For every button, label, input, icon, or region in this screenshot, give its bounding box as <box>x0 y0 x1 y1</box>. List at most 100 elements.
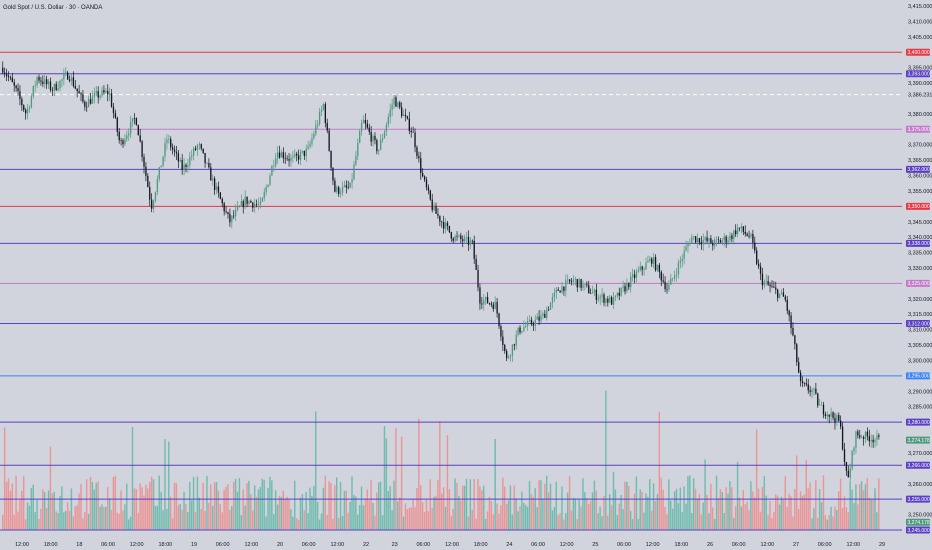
candle-body <box>481 303 483 305</box>
candle-body <box>120 140 122 141</box>
volume-bar <box>267 487 269 530</box>
volume-bar <box>765 495 767 530</box>
volume-bar <box>683 486 685 530</box>
candle-body <box>170 139 172 148</box>
level-price-tag-box <box>906 461 930 469</box>
level-price-label: 3,386.231 <box>908 93 932 99</box>
candle-body <box>462 239 464 242</box>
volume-bar <box>452 508 454 530</box>
volume-bar <box>234 478 237 530</box>
candle-body <box>194 148 197 150</box>
candle-body <box>782 292 785 297</box>
candle-body <box>826 414 828 417</box>
volume-bar <box>492 514 494 530</box>
volume-bar <box>542 499 544 530</box>
volume-bar <box>402 516 405 530</box>
volume-bar <box>313 486 315 530</box>
candle-body <box>693 236 695 238</box>
volume-bar <box>559 513 561 530</box>
candle-body <box>681 258 683 261</box>
candle-body <box>7 75 10 78</box>
candle-body <box>242 201 244 208</box>
candle-body <box>872 439 874 443</box>
candle-body <box>584 284 586 285</box>
volume-bar <box>649 479 651 530</box>
candle-body <box>267 184 269 188</box>
level-price-tag: 3,295.000 <box>908 374 930 380</box>
volume-bar <box>189 481 191 530</box>
volume-bar <box>576 519 578 530</box>
candle-body <box>303 150 306 156</box>
volume-bar <box>364 499 367 530</box>
candle-body <box>192 148 195 156</box>
candle-body <box>57 88 59 91</box>
volume-bar <box>839 478 842 530</box>
candle-body <box>843 449 846 462</box>
candle-body <box>423 176 426 180</box>
candle-body <box>299 152 302 160</box>
candle-body <box>809 390 811 393</box>
level-price-tag: 3,350.000 <box>908 204 930 210</box>
volume-bar <box>748 510 750 530</box>
candle-body <box>21 98 23 106</box>
volume-bar <box>280 497 283 530</box>
candle-body <box>668 284 670 290</box>
volume-bar <box>746 501 748 530</box>
volume-bar <box>599 506 601 530</box>
candle-body <box>853 447 855 451</box>
candle-body <box>733 230 735 239</box>
x-tick-label: 19 <box>191 542 197 548</box>
candle-body <box>721 240 724 243</box>
volume-bar <box>242 489 244 530</box>
candle-body <box>147 175 149 188</box>
level-price-tag-box <box>906 319 930 327</box>
y-tick-label: 3,260.000 <box>908 482 932 488</box>
candle-body <box>412 132 414 133</box>
candle-body <box>437 213 439 216</box>
candle-body <box>66 72 69 80</box>
candle-body <box>162 156 164 166</box>
volume-bar <box>82 518 84 530</box>
candle-body <box>620 287 622 296</box>
candle-body <box>624 286 626 292</box>
volume-bar <box>273 514 275 530</box>
volume-bar <box>215 482 218 530</box>
candle-body <box>467 236 470 245</box>
volume-bar <box>274 490 277 530</box>
volume-bar <box>416 488 418 530</box>
volume-bar <box>166 508 168 530</box>
volume-bar <box>792 516 794 530</box>
volume-bar <box>43 491 46 530</box>
volume-bar <box>841 508 844 530</box>
volume-bar <box>181 509 183 530</box>
volume-bar <box>652 483 655 530</box>
y-tick-label: 3,305.000 <box>908 343 932 349</box>
candle-body <box>593 289 596 293</box>
candle-body <box>282 152 285 159</box>
candle-body <box>567 279 569 281</box>
volume-bar <box>265 516 267 530</box>
candle-body <box>551 296 554 303</box>
candle-body <box>112 106 115 114</box>
candle-body <box>626 282 628 292</box>
volume-bar <box>815 480 817 530</box>
candle-body <box>133 118 136 119</box>
candle-body <box>107 90 109 95</box>
candle-body <box>546 309 548 318</box>
candle-body <box>706 237 708 242</box>
candle-body <box>526 321 529 326</box>
candle-body <box>729 235 731 241</box>
level-price-tag-box <box>906 165 930 173</box>
volume-bar <box>664 506 666 530</box>
candle-body <box>145 166 147 176</box>
volume-bar <box>261 478 264 530</box>
volume-bar <box>387 491 389 530</box>
candle-body <box>464 237 466 242</box>
volume-bar <box>345 490 347 530</box>
volume-bar <box>618 503 620 530</box>
candle-body <box>311 138 313 144</box>
candle-body <box>330 150 332 168</box>
volume-bar <box>536 507 538 530</box>
candle-body <box>393 97 395 105</box>
